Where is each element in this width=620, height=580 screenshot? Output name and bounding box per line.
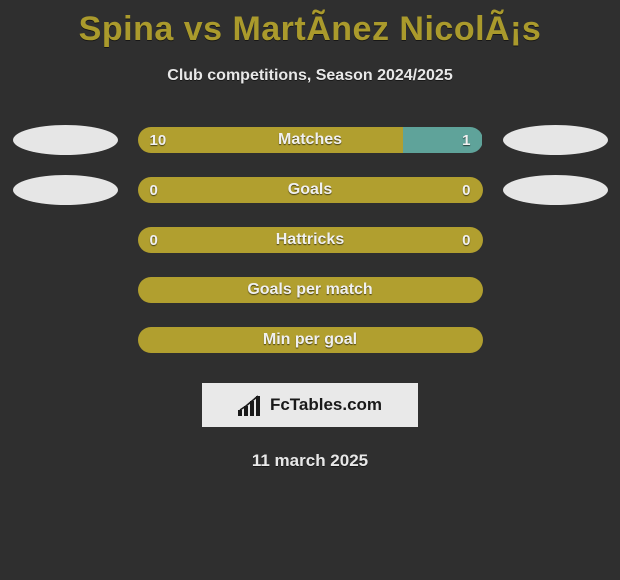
bar-segment-left [138, 277, 483, 303]
stat-rows: Matches101Goals00Hattricks00Goals per ma… [0, 125, 620, 355]
comparison-infographic: Spina vs MartÃ­nez NicolÃ¡s Club competi… [0, 0, 620, 580]
value-left: 0 [150, 227, 158, 253]
page-title: Spina vs MartÃ­nez NicolÃ¡s [0, 0, 620, 49]
stat-bar: Goals00 [138, 177, 483, 203]
club-ellipse-right [503, 125, 608, 155]
value-left: 10 [150, 127, 167, 153]
value-right: 1 [462, 127, 470, 153]
stat-row: Goals00 [0, 175, 620, 205]
stat-row: Min per goal [0, 325, 620, 355]
value-left: 0 [150, 177, 158, 203]
stat-bar: Min per goal [138, 327, 483, 353]
date-text: 11 march 2025 [0, 451, 620, 471]
bars-icon [238, 394, 264, 416]
logo-text: FcTables.com [270, 395, 382, 415]
bar-segment-left [138, 127, 404, 153]
value-right: 0 [462, 177, 470, 203]
bar-segment-left [138, 227, 483, 253]
club-ellipse-left [13, 125, 118, 155]
stat-bar: Matches101 [138, 127, 483, 153]
stat-bar: Goals per match [138, 277, 483, 303]
bar-segment-left [138, 327, 483, 353]
stat-bar: Hattricks00 [138, 227, 483, 253]
value-right: 0 [462, 227, 470, 253]
stat-row: Matches101 [0, 125, 620, 155]
bar-segment-left [138, 177, 483, 203]
club-ellipse-right [503, 175, 608, 205]
page-subtitle: Club competitions, Season 2024/2025 [0, 67, 620, 85]
stat-row: Goals per match [0, 275, 620, 305]
club-ellipse-left [13, 175, 118, 205]
stat-row: Hattricks00 [0, 225, 620, 255]
logo-box: FcTables.com [202, 383, 418, 427]
